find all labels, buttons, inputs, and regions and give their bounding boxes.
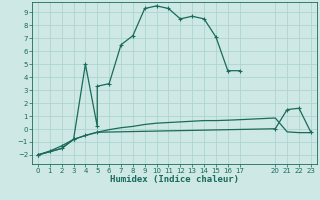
X-axis label: Humidex (Indice chaleur): Humidex (Indice chaleur) bbox=[110, 175, 239, 184]
